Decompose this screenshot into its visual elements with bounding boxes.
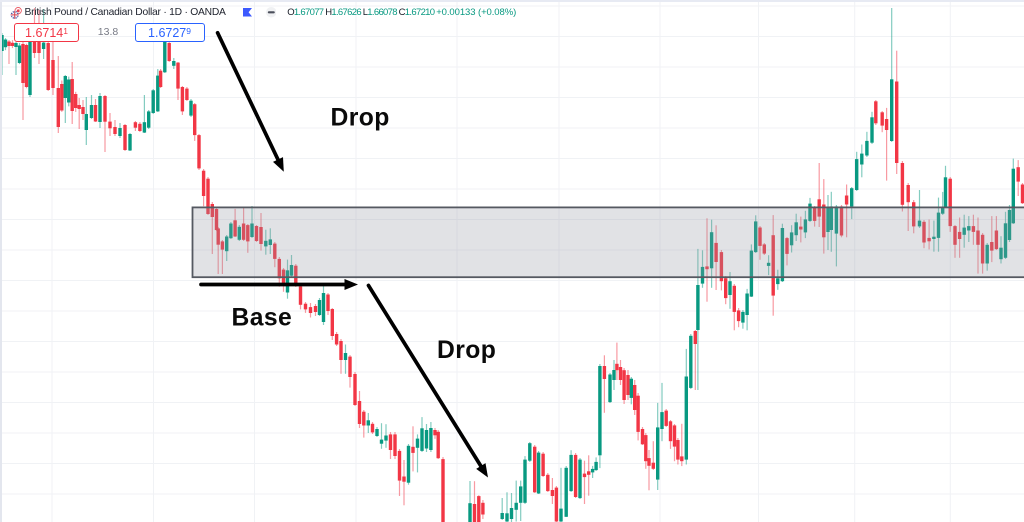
svg-text:Base: Base bbox=[232, 304, 293, 331]
svg-text:Drop: Drop bbox=[437, 337, 496, 364]
svg-text:Drop: Drop bbox=[331, 104, 390, 131]
